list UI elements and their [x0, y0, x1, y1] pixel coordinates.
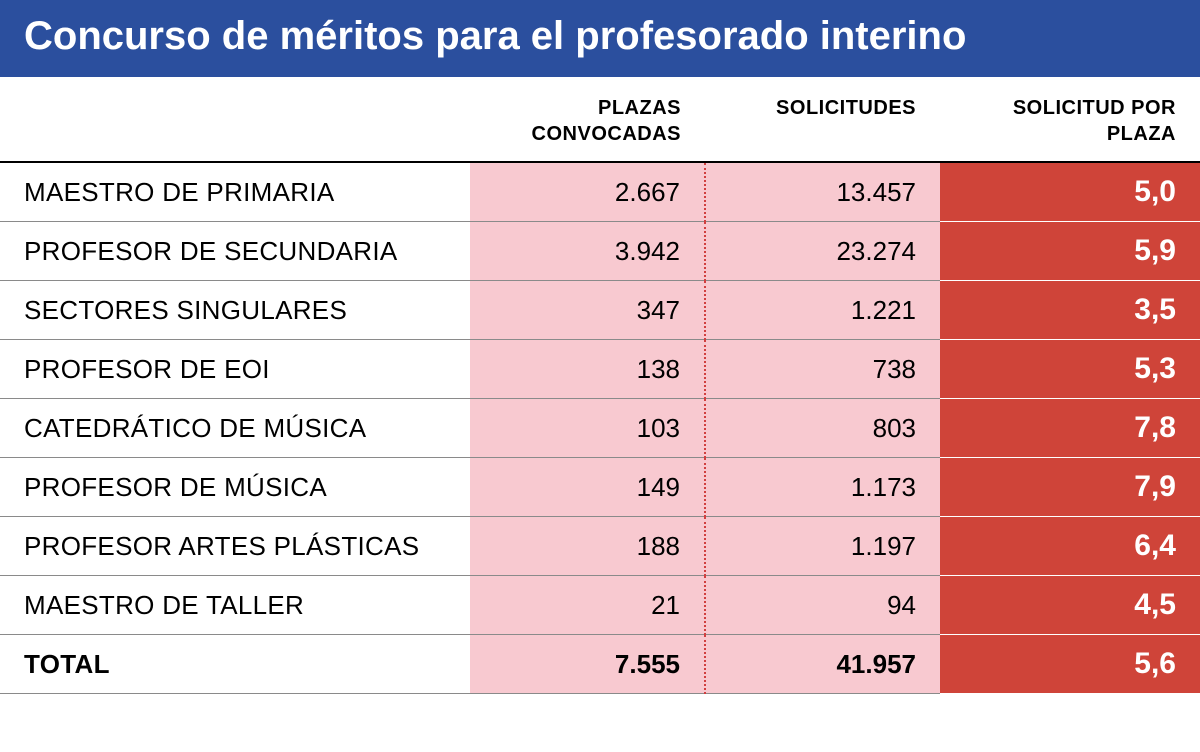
table-row: PROFESOR DE EOI 138 738 5,3 — [0, 340, 1200, 399]
row-plazas: 347 — [470, 281, 705, 340]
table-body: MAESTRO DE PRIMARIA 2.667 13.457 5,0 PRO… — [0, 162, 1200, 694]
table-wrap: PLAZAS CONVOCADAS SOLICITUDES SOLICITUD … — [0, 77, 1200, 694]
total-label: TOTAL — [0, 635, 470, 694]
row-solicitudes: 94 — [705, 576, 940, 635]
header-plazas: PLAZAS CONVOCADAS — [470, 77, 705, 162]
row-label: PROFESOR DE EOI — [0, 340, 470, 399]
row-label: SECTORES SINGULARES — [0, 281, 470, 340]
header-row: PLAZAS CONVOCADAS SOLICITUDES SOLICITUD … — [0, 77, 1200, 162]
table-row: PROFESOR DE SECUNDARIA 3.942 23.274 5,9 — [0, 222, 1200, 281]
row-plazas: 103 — [470, 399, 705, 458]
row-label: MAESTRO DE PRIMARIA — [0, 162, 470, 222]
row-plazas: 188 — [470, 517, 705, 576]
header-label — [0, 77, 470, 162]
row-plazas: 2.667 — [470, 162, 705, 222]
row-plazas: 3.942 — [470, 222, 705, 281]
total-ratio: 5,6 — [940, 635, 1200, 694]
row-solicitudes: 1.221 — [705, 281, 940, 340]
total-plazas: 7.555 — [470, 635, 705, 694]
row-ratio: 5,0 — [940, 162, 1200, 222]
table-row: SECTORES SINGULARES 347 1.221 3,5 — [0, 281, 1200, 340]
header-solicitudes: SOLICITUDES — [705, 77, 940, 162]
row-ratio: 3,5 — [940, 281, 1200, 340]
row-solicitudes: 1.197 — [705, 517, 940, 576]
header-ratio: SOLICITUD POR PLAZA — [940, 77, 1200, 162]
row-label: PROFESOR DE MÚSICA — [0, 458, 470, 517]
row-label: PROFESOR ARTES PLÁSTICAS — [0, 517, 470, 576]
row-solicitudes: 738 — [705, 340, 940, 399]
row-solicitudes: 23.274 — [705, 222, 940, 281]
row-ratio: 6,4 — [940, 517, 1200, 576]
table-row: PROFESOR ARTES PLÁSTICAS 188 1.197 6,4 — [0, 517, 1200, 576]
row-solicitudes: 803 — [705, 399, 940, 458]
row-solicitudes: 1.173 — [705, 458, 940, 517]
row-plazas: 21 — [470, 576, 705, 635]
row-ratio: 5,3 — [940, 340, 1200, 399]
table-row: MAESTRO DE TALLER 21 94 4,5 — [0, 576, 1200, 635]
table-row: MAESTRO DE PRIMARIA 2.667 13.457 5,0 — [0, 162, 1200, 222]
total-solicitudes: 41.957 — [705, 635, 940, 694]
row-label: CATEDRÁTICO DE MÚSICA — [0, 399, 470, 458]
row-ratio: 7,8 — [940, 399, 1200, 458]
row-plazas: 138 — [470, 340, 705, 399]
row-label: PROFESOR DE SECUNDARIA — [0, 222, 470, 281]
data-table: PLAZAS CONVOCADAS SOLICITUDES SOLICITUD … — [0, 77, 1200, 694]
page-title: Concurso de méritos para el profesorado … — [0, 0, 1200, 77]
row-solicitudes: 13.457 — [705, 162, 940, 222]
row-ratio: 7,9 — [940, 458, 1200, 517]
row-label: MAESTRO DE TALLER — [0, 576, 470, 635]
table-row: PROFESOR DE MÚSICA 149 1.173 7,9 — [0, 458, 1200, 517]
row-ratio: 4,5 — [940, 576, 1200, 635]
total-row: TOTAL 7.555 41.957 5,6 — [0, 635, 1200, 694]
table-container: Concurso de méritos para el profesorado … — [0, 0, 1200, 694]
row-plazas: 149 — [470, 458, 705, 517]
table-row: CATEDRÁTICO DE MÚSICA 103 803 7,8 — [0, 399, 1200, 458]
row-ratio: 5,9 — [940, 222, 1200, 281]
